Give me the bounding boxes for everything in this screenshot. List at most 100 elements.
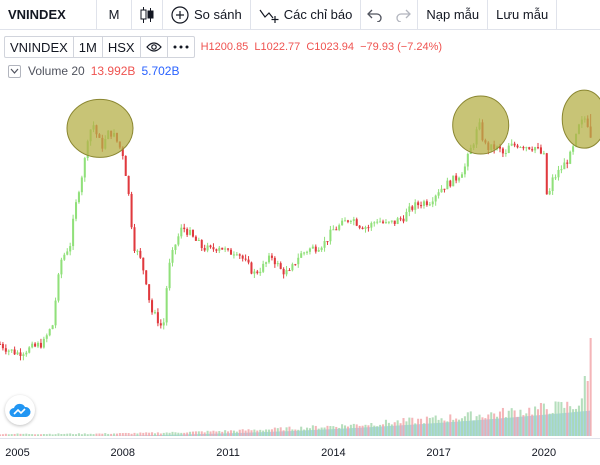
- volume-bar: [118, 433, 121, 436]
- candle-body: [449, 180, 452, 187]
- chart-type-button[interactable]: [132, 0, 162, 29]
- volume-bar: [77, 433, 80, 436]
- candle-body: [341, 220, 344, 226]
- candle-body: [124, 155, 127, 176]
- symbol-search[interactable]: VNINDEX: [8, 7, 66, 22]
- volume-bar: [463, 416, 466, 436]
- volume-bar: [273, 427, 276, 436]
- cloud-logo-icon[interactable]: [5, 395, 35, 425]
- highlight-ellipse: [561, 89, 600, 149]
- volume-bar: [36, 434, 40, 436]
- candle-body: [572, 146, 575, 152]
- legend-divider: [101, 37, 103, 57]
- candle-body: [279, 263, 282, 269]
- candle-body: [560, 169, 563, 171]
- candle-body: [311, 246, 314, 249]
- candle-body: [180, 227, 183, 237]
- volume-bar: [60, 434, 63, 436]
- volume-bar: [156, 432, 159, 436]
- toolbar-divider: [417, 0, 419, 29]
- volume-bar: [224, 430, 227, 436]
- volume-bar: [355, 424, 358, 436]
- candle-body: [367, 227, 370, 229]
- candle-body: [516, 145, 519, 148]
- undo-button[interactable]: [361, 0, 389, 29]
- volume-bar: [566, 401, 569, 436]
- candle-body: [244, 258, 247, 260]
- volume-bar: [460, 418, 464, 436]
- candle-body: [414, 202, 417, 210]
- candle-body: [148, 284, 151, 301]
- volume-bar: [297, 429, 300, 436]
- save-template-button[interactable]: Lưu mẫu: [496, 7, 549, 22]
- volume-bar: [341, 424, 344, 436]
- candle-body: [224, 248, 227, 250]
- indicators-button[interactable]: Các chỉ báo: [251, 0, 361, 29]
- candle-body: [159, 323, 162, 326]
- volume-bar: [39, 434, 42, 436]
- volume-bar: [57, 433, 60, 436]
- candle-body: [127, 175, 130, 194]
- candle-body: [265, 262, 268, 264]
- more-icon[interactable]: [168, 37, 194, 57]
- candle-body: [238, 254, 241, 256]
- volume-bar: [259, 429, 262, 436]
- volume-bar: [498, 411, 502, 436]
- volume-bar: [165, 432, 168, 436]
- candle-body: [57, 274, 60, 301]
- candle-body: [1, 344, 4, 349]
- toolbar-divider: [162, 0, 163, 29]
- volume-bar: [513, 410, 516, 436]
- volume-bar: [411, 417, 414, 436]
- volume-bar: [267, 429, 271, 436]
- legend-symbol-box[interactable]: VNINDEX 1M HSX: [4, 36, 195, 58]
- redo-button[interactable]: [389, 0, 417, 29]
- candle-body: [31, 343, 34, 348]
- volume-ma-area: [0, 410, 591, 436]
- volume-bar: [110, 433, 113, 436]
- candle-body: [384, 222, 387, 224]
- candle-body: [136, 250, 139, 252]
- candle-body: [501, 148, 504, 154]
- volume-bar: [127, 433, 130, 436]
- volume-bar: [510, 408, 513, 436]
- load-template-button[interactable]: Nạp mẫu: [426, 7, 480, 22]
- candle-body: [393, 220, 396, 224]
- x-tick-label: 2005: [5, 447, 30, 459]
- volume-bar: [528, 407, 531, 436]
- volume-bar: [203, 432, 206, 436]
- compare-button[interactable]: So sánh: [163, 0, 250, 29]
- eye-icon[interactable]: [141, 37, 167, 57]
- legend-symbol: VNINDEX: [10, 39, 68, 55]
- volume-bar: [437, 419, 440, 436]
- chevron-down-icon[interactable]: [8, 64, 21, 78]
- toolbar-divider: [96, 0, 97, 29]
- volume-bar: [16, 433, 19, 436]
- volume-bar: [291, 429, 294, 436]
- volume-bar: [311, 425, 314, 436]
- volume-bar: [560, 402, 563, 436]
- volume-bar: [534, 406, 537, 436]
- volume-bar: [244, 430, 247, 436]
- legend-divider: [139, 37, 141, 57]
- candle-body: [352, 219, 355, 221]
- candle-body: [428, 204, 431, 206]
- candle-body: [440, 188, 443, 193]
- volume-ma-value: 5.702B: [141, 64, 180, 78]
- interval-button[interactable]: M: [108, 7, 120, 22]
- candle-body: [69, 246, 72, 252]
- volume-bar: [496, 416, 499, 436]
- volume-bar: [136, 433, 139, 436]
- volume-bar: [276, 428, 279, 436]
- candle-body: [434, 195, 437, 202]
- volume-bar: [466, 412, 469, 436]
- volume-bar: [344, 425, 347, 436]
- candle-body: [133, 227, 136, 251]
- candle-body: [411, 206, 414, 210]
- candle-body: [189, 230, 192, 235]
- time-axis[interactable]: 2005 2008 2011 2014 2017 2020: [0, 438, 600, 465]
- candle-body: [171, 249, 174, 263]
- candle-body: [66, 251, 69, 255]
- candle-body: [130, 193, 133, 228]
